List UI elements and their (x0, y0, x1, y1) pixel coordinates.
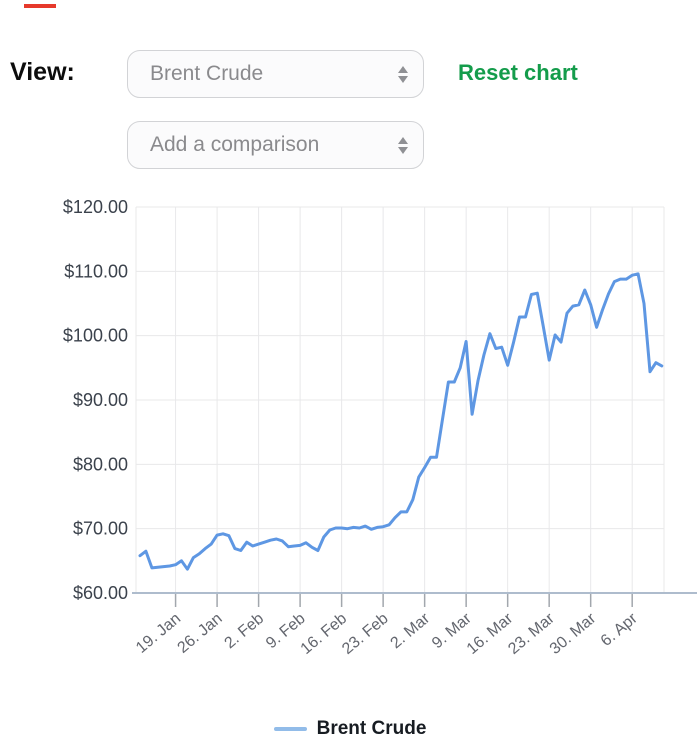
y-axis-label: $110.00 (64, 261, 128, 281)
x-tick-label: 26. Jan (175, 610, 226, 657)
red-mark (24, 4, 56, 8)
stepper-down-icon (398, 75, 408, 83)
y-axis-label: $70.00 (73, 519, 128, 539)
x-tick-label: 2. Feb (221, 610, 267, 652)
series-select-value: Brent Crude (150, 62, 264, 85)
chart-legend: Brent Crude (0, 718, 700, 740)
x-tick-label: 23. Feb (339, 610, 392, 658)
legend-swatch-brent-crude (273, 727, 307, 731)
price-line (138, 272, 664, 571)
x-tick-label: 19. Jan (133, 610, 184, 657)
legend-label: Brent Crude (316, 718, 427, 739)
stepper-down-icon (398, 146, 408, 154)
x-tick-label: 6. Apr (598, 610, 641, 650)
view-label: View: (10, 58, 75, 86)
select-stepper-icon (398, 136, 408, 154)
x-tick-label: 16. Feb (298, 610, 351, 658)
y-axis-label: $80.00 (73, 454, 128, 474)
y-axis-label: $60.00 (73, 583, 128, 603)
x-tick-label: 30. Mar (547, 610, 600, 658)
y-axis-label: $90.00 (73, 390, 128, 410)
select-stepper-icon (398, 65, 408, 83)
y-axis-label: $120.00 (63, 197, 128, 217)
comparison-select-placeholder: Add a comparison (150, 133, 320, 156)
reset-chart-link[interactable]: Reset chart (458, 60, 578, 85)
stepper-up-icon (398, 65, 408, 73)
stepper-up-icon (398, 136, 408, 144)
x-tick-label: 2. Mar (388, 610, 434, 653)
x-tick-label: 23. Mar (505, 610, 558, 658)
y-axis-label: $100.00 (63, 326, 128, 346)
series-select[interactable]: Brent Crude (127, 50, 424, 98)
price-chart: $120.00 $110.00 $100.00 $90.00 $80.00 $70.00 $… (63, 197, 697, 658)
comparison-select[interactable]: Add a comparison (127, 121, 424, 169)
x-tick-label: 16. Mar (464, 610, 517, 658)
